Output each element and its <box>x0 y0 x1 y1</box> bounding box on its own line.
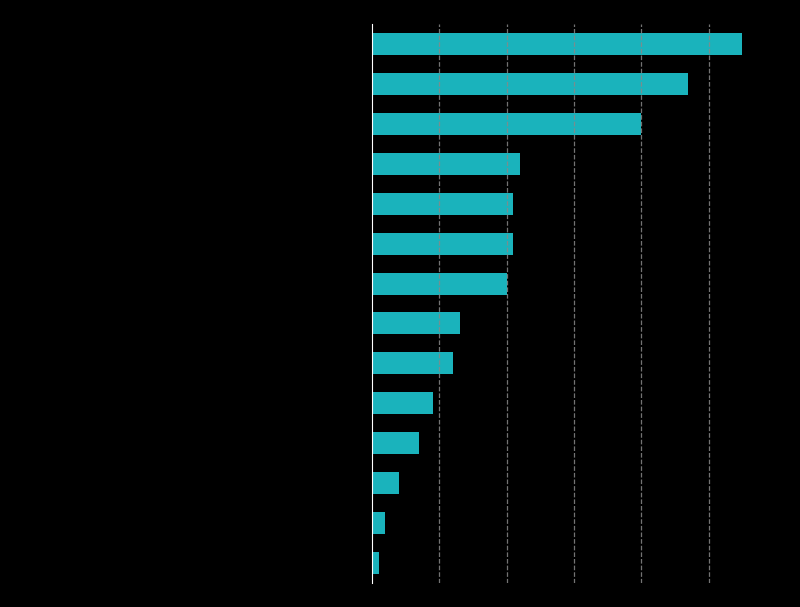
Bar <box>372 33 742 55</box>
Bar <box>372 113 642 135</box>
Bar <box>372 352 453 375</box>
Bar <box>372 552 378 574</box>
Bar <box>372 193 514 215</box>
Bar <box>372 512 386 534</box>
Bar <box>372 313 459 334</box>
Bar <box>372 392 433 414</box>
Bar <box>372 153 520 175</box>
Bar <box>372 232 514 255</box>
Bar <box>372 432 419 454</box>
Bar <box>372 73 689 95</box>
Bar <box>372 273 506 294</box>
Bar <box>372 472 399 494</box>
